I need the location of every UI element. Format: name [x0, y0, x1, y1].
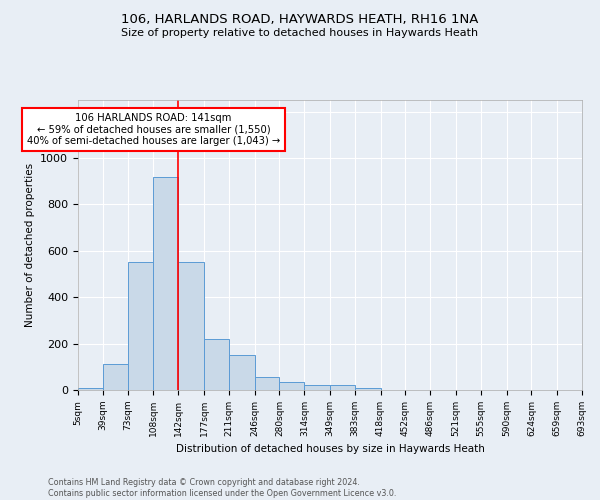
- Bar: [78, 388, 103, 390]
- Bar: [103, 364, 128, 390]
- Text: 106, HARLANDS ROAD, HAYWARDS HEATH, RH16 1NA: 106, HARLANDS ROAD, HAYWARDS HEATH, RH16…: [121, 12, 479, 26]
- Bar: [229, 355, 254, 390]
- Bar: [204, 339, 229, 390]
- Bar: [355, 388, 380, 390]
- Bar: [280, 382, 304, 390]
- Bar: [178, 262, 204, 390]
- Bar: [304, 386, 330, 390]
- X-axis label: Distribution of detached houses by size in Haywards Heath: Distribution of detached houses by size …: [176, 444, 484, 454]
- Text: 106 HARLANDS ROAD: 141sqm
← 59% of detached houses are smaller (1,550)
40% of se: 106 HARLANDS ROAD: 141sqm ← 59% of detac…: [27, 113, 280, 146]
- Y-axis label: Number of detached properties: Number of detached properties: [25, 163, 35, 327]
- Bar: [154, 176, 178, 390]
- Text: Contains HM Land Registry data © Crown copyright and database right 2024.
Contai: Contains HM Land Registry data © Crown c…: [48, 478, 397, 498]
- Bar: [254, 377, 280, 390]
- Bar: [330, 386, 355, 390]
- Text: Size of property relative to detached houses in Haywards Heath: Size of property relative to detached ho…: [121, 28, 479, 38]
- Bar: [128, 262, 154, 390]
